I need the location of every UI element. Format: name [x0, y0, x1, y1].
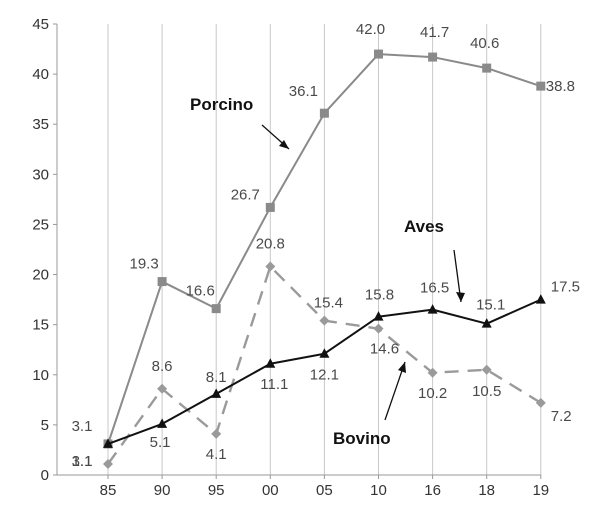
data-label-aves-85: 3.1 — [72, 453, 93, 470]
data-label-bovino-05: 15.4 — [314, 295, 343, 312]
point-bovino-19 — [535, 397, 546, 408]
point-porcino-18 — [482, 63, 492, 73]
point-bovino-10 — [373, 323, 384, 334]
point-aves-16 — [427, 304, 438, 314]
point-bovino-00 — [265, 261, 276, 272]
x-tick-label: 95 — [208, 482, 225, 499]
point-porcino-90 — [157, 277, 167, 287]
series-name-porcino: Porcino — [190, 95, 253, 114]
point-bovino-05 — [319, 315, 330, 326]
point-bovino-18 — [481, 364, 492, 375]
series-name-layer: Porcino Aves Bovino — [190, 95, 465, 448]
data-label-aves-05: 12.1 — [310, 367, 339, 384]
data-label-aves-10: 15.8 — [365, 287, 394, 304]
point-porcino-10 — [374, 49, 383, 59]
data-label-porcino-10: 42.0 — [356, 21, 385, 38]
data-label-porcino-05: 36.1 — [289, 83, 318, 100]
point-aves-05 — [319, 348, 330, 358]
data-label-bovino-16: 10.2 — [418, 385, 447, 402]
point-porcino-19 — [536, 81, 546, 91]
data-label-bovino-00: 20.8 — [256, 236, 285, 253]
data-label-aves-90: 5.1 — [150, 434, 171, 451]
y-tick-label: 35 — [32, 116, 49, 133]
x-tick-label: 00 — [262, 482, 279, 499]
y-tick-label: 0 — [41, 467, 49, 484]
data-label-aves-00: 11.1 — [260, 376, 288, 393]
point-bovino-95 — [211, 428, 222, 439]
y-tick-label: 25 — [32, 216, 49, 233]
point-aves-10 — [373, 311, 384, 321]
point-bovino-90 — [157, 383, 168, 394]
porcino-pointer-arrow — [261, 124, 290, 150]
y-tick-label: 20 — [32, 267, 49, 284]
point-aves-19 — [535, 294, 546, 304]
data-label-porcino-85: 3.1 — [72, 418, 93, 435]
point-aves-18 — [481, 318, 492, 328]
point-aves-95 — [211, 388, 222, 398]
x-tick-label: 85 — [100, 482, 117, 499]
data-label-porcino-19: 38.8 — [546, 78, 575, 95]
data-label-aves-16: 16.5 — [420, 280, 449, 297]
x-tick-label: 10 — [370, 482, 387, 499]
y-tick-label: 10 — [32, 367, 49, 384]
y-tick-label: 45 — [32, 16, 49, 33]
x-tick-label: 19 — [532, 482, 549, 499]
data-label-bovino-10: 14.6 — [370, 341, 399, 358]
series-name-aves: Aves — [404, 217, 444, 236]
aves-pointer-arrow — [453, 249, 465, 303]
data-label-layer: 3.1 19.3 16.6 26.7 36.1 42.0 41.7 40.6 38.8 3.1 5.… — [72, 21, 580, 470]
point-porcino-00 — [265, 202, 275, 212]
data-label-porcino-16: 41.7 — [420, 24, 449, 41]
y-tick-label: 30 — [32, 166, 49, 183]
point-porcino-95 — [211, 304, 221, 314]
data-label-bovino-18: 10.5 — [472, 383, 501, 400]
x-tick-label: 18 — [478, 482, 495, 499]
data-label-porcino-00: 26.7 — [231, 186, 260, 203]
data-label-aves-18: 15.1 — [476, 297, 505, 314]
y-tick-label: 40 — [32, 66, 49, 83]
data-label-bovino-19: 7.2 — [551, 408, 572, 425]
y-tick-label: 15 — [32, 317, 49, 334]
data-label-bovino-85: 1.1 — [72, 453, 93, 470]
grid-layer — [107, 24, 542, 475]
x-tick-label: 16 — [424, 482, 441, 499]
data-label-porcino-18: 40.6 — [470, 35, 499, 52]
point-aves-85 — [103, 438, 113, 448]
point-bovino-16 — [427, 367, 438, 378]
bovino-pointer-arrow — [384, 361, 406, 421]
data-label-porcino-90: 19.3 — [129, 256, 158, 273]
x-tick-label: 90 — [154, 482, 171, 499]
data-label-aves-19: 17.5 — [551, 279, 580, 296]
point-porcino-05 — [319, 108, 329, 118]
data-label-bovino-95: 4.1 — [206, 446, 227, 463]
data-label-porcino-95: 16.6 — [186, 283, 215, 300]
point-aves-90 — [157, 418, 168, 428]
y-tick-label: 5 — [41, 417, 49, 434]
x-tick-label: 05 — [316, 482, 333, 499]
data-label-aves-95: 8.1 — [206, 369, 227, 386]
point-bovino-85 — [103, 458, 113, 469]
series-name-bovino: Bovino — [333, 429, 391, 448]
data-label-bovino-90: 8.6 — [152, 358, 173, 375]
point-porcino-16 — [428, 52, 438, 62]
point-aves-00 — [265, 358, 276, 368]
series-layer — [103, 49, 546, 469]
